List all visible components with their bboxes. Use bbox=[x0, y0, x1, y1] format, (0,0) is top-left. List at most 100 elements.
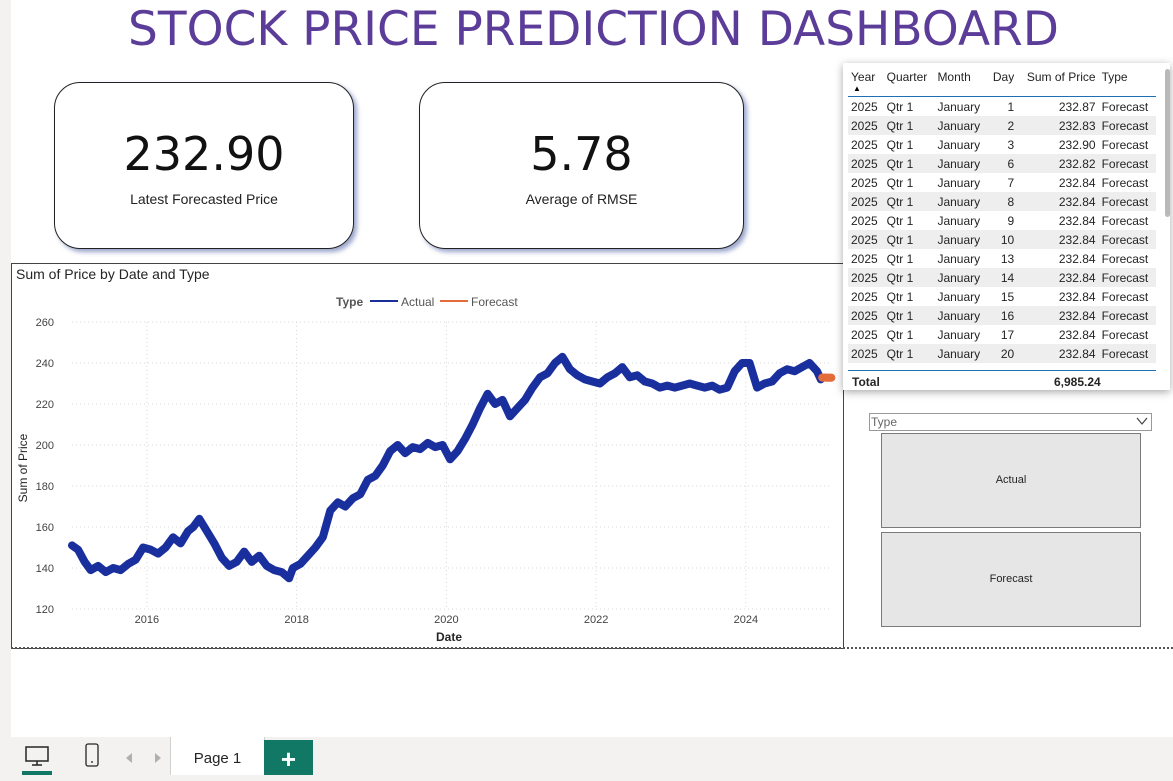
data-point-actual[interactable] bbox=[171, 535, 175, 539]
data-point-actual[interactable] bbox=[553, 361, 557, 365]
data-point-actual[interactable] bbox=[126, 562, 130, 566]
data-point-actual[interactable] bbox=[257, 554, 261, 558]
column-header[interactable]: Type bbox=[1099, 68, 1156, 97]
data-point-actual[interactable] bbox=[740, 361, 744, 365]
data-point-actual[interactable] bbox=[298, 562, 302, 566]
data-point-actual[interactable] bbox=[242, 550, 246, 554]
data-point-forecast[interactable] bbox=[827, 374, 835, 382]
data-point-actual[interactable] bbox=[658, 386, 662, 390]
data-point-actual[interactable] bbox=[235, 560, 239, 564]
data-point-actual[interactable] bbox=[545, 371, 549, 375]
data-point-actual[interactable] bbox=[76, 548, 80, 552]
data-point-actual[interactable] bbox=[673, 386, 677, 390]
data-point-actual[interactable] bbox=[493, 402, 497, 406]
data-point-actual[interactable] bbox=[104, 570, 108, 574]
phone-icon[interactable] bbox=[84, 742, 100, 770]
data-point-actual[interactable] bbox=[725, 386, 729, 390]
data-point-actual[interactable] bbox=[403, 451, 407, 455]
data-point-actual[interactable] bbox=[164, 546, 168, 550]
data-point-actual[interactable] bbox=[478, 406, 482, 410]
line-chart-visual[interactable]: Sum of Price by Date and Type Type Actua… bbox=[11, 263, 844, 649]
tab-page-1[interactable]: Page 1 bbox=[170, 737, 265, 775]
data-point-actual[interactable] bbox=[70, 543, 74, 547]
data-point-actual[interactable] bbox=[191, 525, 195, 529]
data-point-actual[interactable] bbox=[620, 365, 624, 369]
data-point-actual[interactable] bbox=[605, 375, 609, 379]
data-point-actual[interactable] bbox=[808, 361, 812, 365]
table-scrollbar[interactable] bbox=[1165, 69, 1170, 217]
data-point-actual[interactable] bbox=[643, 379, 647, 383]
data-point-actual[interactable] bbox=[89, 568, 93, 572]
add-page-button[interactable]: + bbox=[264, 740, 313, 775]
data-point-actual[interactable] bbox=[755, 386, 759, 390]
data-point-actual[interactable] bbox=[186, 529, 190, 533]
data-point-actual[interactable] bbox=[411, 445, 415, 449]
data-point-actual[interactable] bbox=[373, 474, 377, 478]
sort-ascending-icon[interactable]: ▲ bbox=[853, 84, 861, 93]
data-point-actual[interactable] bbox=[433, 445, 437, 449]
data-point-actual[interactable] bbox=[718, 388, 722, 392]
data-point-actual[interactable] bbox=[778, 371, 782, 375]
data-point-actual[interactable] bbox=[800, 365, 804, 369]
data-point-actual[interactable] bbox=[471, 423, 475, 427]
prev-page-icon[interactable] bbox=[124, 752, 134, 764]
data-point-actual[interactable] bbox=[287, 576, 291, 580]
data-point-actual[interactable] bbox=[336, 500, 340, 504]
data-point-actual[interactable] bbox=[448, 457, 452, 461]
data-point-actual[interactable] bbox=[351, 496, 355, 500]
data-point-actual[interactable] bbox=[96, 564, 100, 568]
data-point-actual[interactable] bbox=[358, 492, 362, 496]
legend-label-actual[interactable]: Actual bbox=[401, 295, 434, 309]
data-point-actual[interactable] bbox=[227, 564, 231, 568]
data-point-actual[interactable] bbox=[770, 379, 774, 383]
data-point-actual[interactable] bbox=[665, 384, 669, 388]
data-point-actual[interactable] bbox=[695, 384, 699, 388]
data-point-actual[interactable] bbox=[343, 505, 347, 509]
data-point-actual[interactable] bbox=[575, 373, 579, 377]
data-point-actual[interactable] bbox=[793, 369, 797, 373]
slicer-option-forecast[interactable]: Forecast bbox=[881, 532, 1141, 627]
data-point-actual[interactable] bbox=[306, 554, 310, 558]
data-point-actual[interactable] bbox=[538, 375, 542, 379]
column-header[interactable]: Sum of Price bbox=[1017, 68, 1098, 97]
legend-label-forecast[interactable]: Forecast bbox=[471, 295, 518, 309]
data-point-actual[interactable] bbox=[508, 414, 512, 418]
data-point-actual[interactable] bbox=[441, 443, 445, 447]
column-header[interactable]: Day bbox=[987, 68, 1017, 97]
data-point-actual[interactable] bbox=[613, 371, 617, 375]
data-point-actual[interactable] bbox=[280, 570, 284, 574]
data-point-actual[interactable] bbox=[321, 535, 325, 539]
data-point-actual[interactable] bbox=[272, 568, 276, 572]
data-point-actual[interactable] bbox=[313, 546, 317, 550]
kpi-card-rmse[interactable]: 5.78 Average of RMSE bbox=[419, 82, 744, 249]
data-point-actual[interactable] bbox=[763, 382, 767, 386]
data-point-actual[interactable] bbox=[486, 392, 490, 396]
data-point-actual[interactable] bbox=[703, 386, 707, 390]
data-point-actual[interactable] bbox=[291, 566, 295, 570]
slicer-option-actual[interactable]: Actual bbox=[881, 433, 1141, 528]
data-point-actual[interactable] bbox=[111, 566, 115, 570]
chevron-down-icon[interactable] bbox=[1136, 416, 1148, 426]
data-point-actual[interactable] bbox=[710, 384, 714, 388]
data-point-actual[interactable] bbox=[501, 398, 505, 402]
data-point-actual[interactable] bbox=[560, 355, 564, 359]
data-point-actual[interactable] bbox=[650, 382, 654, 386]
data-point-actual[interactable] bbox=[516, 406, 520, 410]
data-point-actual[interactable] bbox=[598, 382, 602, 386]
data-point-actual[interactable] bbox=[583, 377, 587, 381]
data-point-actual[interactable] bbox=[568, 367, 572, 371]
data-point-actual[interactable] bbox=[785, 367, 789, 371]
data-point-actual[interactable] bbox=[748, 361, 752, 365]
data-point-actual[interactable] bbox=[265, 564, 269, 568]
data-point-actual[interactable] bbox=[426, 441, 430, 445]
data-point-actual[interactable] bbox=[456, 449, 460, 453]
data-point-actual[interactable] bbox=[688, 382, 692, 386]
data-point-actual[interactable] bbox=[156, 552, 160, 556]
desktop-icon[interactable] bbox=[24, 745, 50, 769]
data-point-actual[interactable] bbox=[212, 541, 216, 545]
column-header[interactable]: Quarter bbox=[884, 68, 935, 97]
data-point-actual[interactable] bbox=[635, 373, 639, 377]
data-point-actual[interactable] bbox=[381, 464, 385, 468]
data-point-actual[interactable] bbox=[83, 560, 87, 564]
data-point-actual[interactable] bbox=[366, 478, 370, 482]
